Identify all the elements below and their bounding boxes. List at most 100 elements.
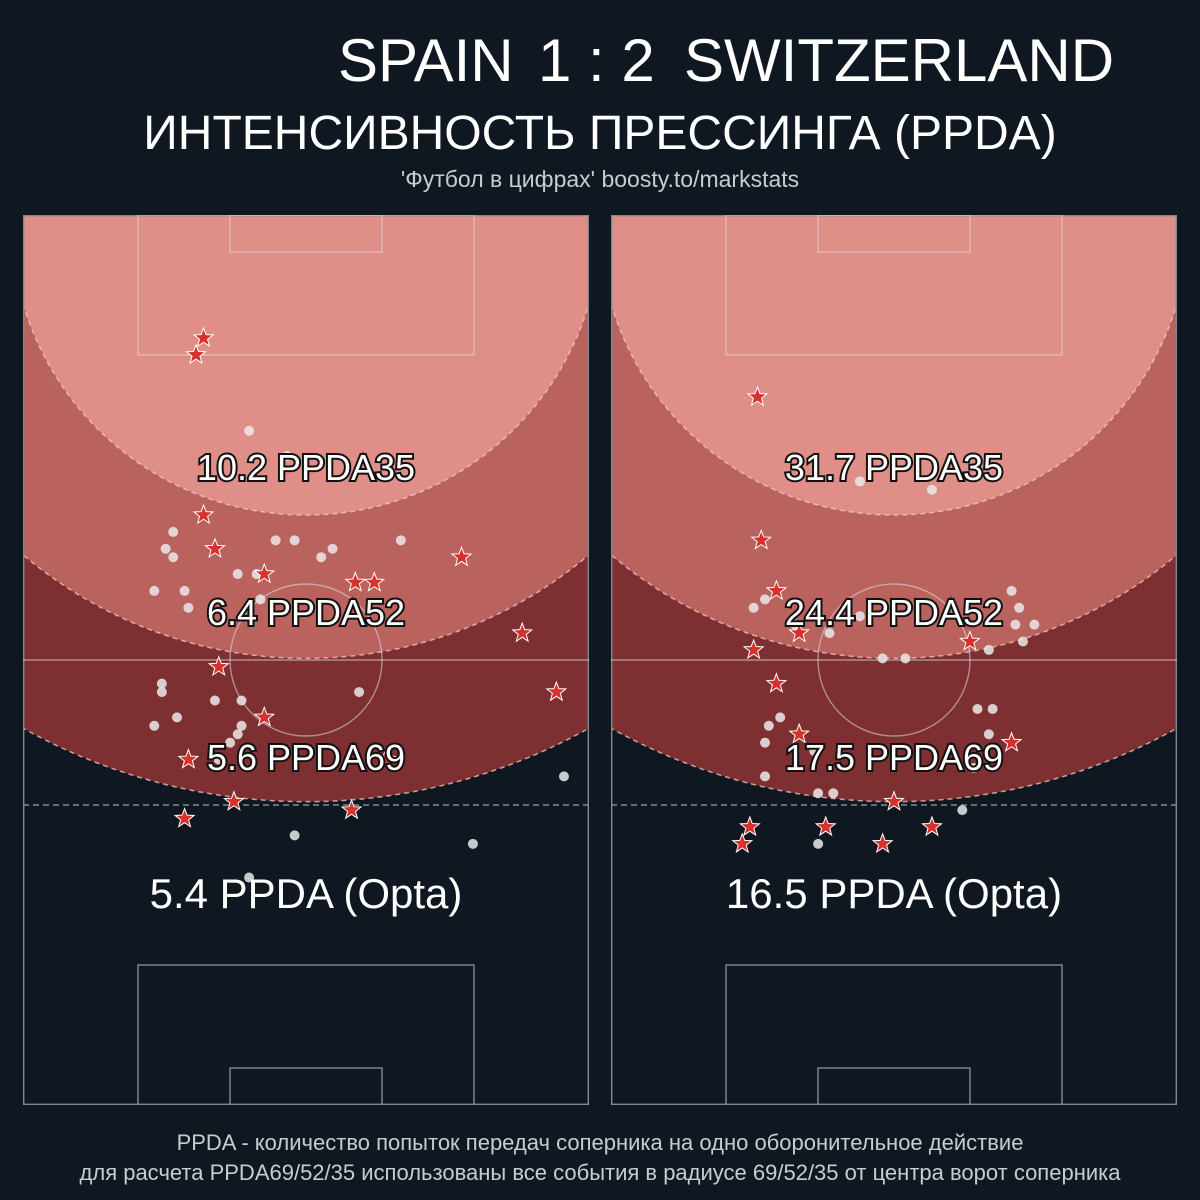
defensive-action-star [173, 807, 196, 828]
pass-dot [987, 703, 998, 714]
defensive-action-star [1000, 731, 1023, 752]
footnote-line-2: для расчета PPDA69/52/35 использованы вс… [79, 1160, 1121, 1185]
pass-dot [763, 720, 774, 731]
zone-boundary [611, 300, 1177, 516]
pass-dot [156, 678, 167, 689]
pass-dot [983, 644, 994, 655]
pass-dot [1014, 602, 1025, 613]
defensive-action-star [765, 579, 788, 601]
defensive-action-star [788, 722, 811, 744]
ppda35-label: 10.2 PPDA35 [197, 447, 415, 488]
defensive-action-star [871, 832, 894, 854]
defensive-action-star [450, 545, 473, 567]
pass-dot [1029, 619, 1040, 630]
pass-dot [1010, 619, 1021, 630]
zone-boundary [23, 553, 589, 659]
pitch-panel-spain [23, 215, 589, 1105]
pass-dot [968, 762, 979, 773]
pass-dot [168, 526, 179, 537]
defensive-action-star [746, 385, 769, 407]
bottom-penalty-area [137, 964, 475, 1105]
zone-35 [23, 215, 589, 515]
defensive-action-star [192, 503, 215, 525]
ppda35-label: 31.7 PPDA35 [785, 447, 1003, 488]
ppda52-label: 24.4 PPDA52 [785, 592, 1003, 633]
pass-dot [289, 830, 300, 841]
pitch-panel-switzerland [611, 215, 1177, 1105]
defensive-action-star [921, 815, 943, 837]
pass-dot [813, 838, 824, 849]
pass-dot [972, 703, 983, 714]
defensive-action-star [765, 672, 788, 693]
pass-dot [289, 535, 300, 546]
pass-dot [149, 720, 160, 731]
pass-dot [854, 476, 865, 487]
pass-dot [213, 754, 224, 765]
pass-dot [558, 771, 569, 782]
pass-dot [395, 535, 406, 546]
defensive-action-star [207, 655, 230, 677]
ppda69-label: 5.6 PPDA69 [207, 737, 405, 778]
zone-35 [611, 215, 1177, 515]
pass-dot [282, 451, 293, 462]
defensive-action-star [253, 562, 276, 584]
defensive-action-star [344, 571, 367, 592]
ppda69-label: 17.5 PPDA69 [785, 737, 1003, 778]
zone-boundary [23, 727, 589, 803]
pass-dot [748, 602, 759, 613]
defensive-action-star [731, 832, 754, 854]
defensive-action-star [363, 571, 386, 592]
defensive-action-star [788, 621, 811, 643]
pass-dot [354, 687, 365, 698]
pass-dot [467, 838, 478, 849]
score: 1 : 2 [538, 27, 655, 94]
pass-dot [854, 611, 865, 622]
defensive-action-star [883, 790, 905, 811]
defensive-action-star [511, 621, 534, 643]
top-penalty-area [137, 215, 475, 356]
pass-dot [232, 569, 243, 580]
pass-dot [316, 552, 327, 563]
pass-dot [828, 788, 839, 799]
pass-dot [149, 585, 160, 596]
defensive-action-star [374, 748, 397, 769]
pass-dot [805, 611, 816, 622]
ppda52-label: 6.4 PPDA52 [207, 592, 405, 633]
pass-dot [824, 628, 835, 639]
pass-dot [760, 737, 771, 748]
pass-dot [775, 712, 786, 723]
centre-circle [817, 583, 971, 737]
defensive-action-star [223, 790, 245, 811]
pass-dot [1017, 636, 1028, 647]
defensive-action-star [177, 748, 200, 769]
pass-dot [270, 535, 281, 546]
defensive-action-star [814, 815, 837, 837]
pass-dot [983, 729, 994, 740]
pass-dot [760, 594, 771, 605]
bottom-penalty-area [725, 964, 1063, 1105]
away-team-name: SWITZERLAND [684, 27, 1115, 94]
chart-subtitle: ИНТЕНСИВНОСТЬ ПРЕССИНГА (PPDA) [143, 107, 1057, 160]
zone-boundary [23, 300, 589, 516]
pass-dot [236, 720, 247, 731]
pass-dot [1006, 585, 1017, 596]
pass-dot [926, 484, 937, 495]
pass-dot [255, 594, 266, 605]
ppda-opta-label: 5.4 PPDA (Opta) [150, 870, 463, 917]
footnote-line-1: PPDA - количество попыток передач соперн… [176, 1130, 1024, 1155]
pass-dot [813, 788, 824, 799]
defensive-action-star [192, 326, 215, 348]
pass-dot [877, 653, 888, 664]
pass-dot [809, 746, 820, 757]
pass-dot [209, 695, 220, 706]
pass-dot [244, 872, 255, 883]
defensive-action-star [738, 815, 761, 837]
defensive-action-star [545, 680, 568, 702]
centre-circle [229, 583, 383, 737]
home-team-name: SPAIN [338, 27, 514, 94]
defensive-action-star [185, 343, 207, 365]
defensive-action-star [750, 528, 773, 550]
bottom-goal-area [817, 1067, 971, 1105]
defensive-action-star [253, 705, 276, 727]
